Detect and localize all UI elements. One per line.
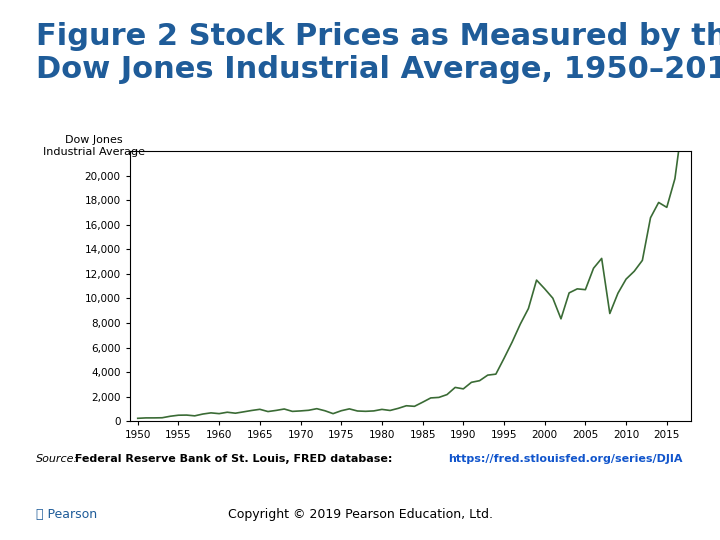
Text: https://fred.stlouisfed.org/series/DJIA: https://fred.stlouisfed.org/series/DJIA [448, 454, 683, 464]
Text: Copyright © 2019 Pearson Education, Ltd.: Copyright © 2019 Pearson Education, Ltd. [228, 508, 492, 522]
Text: Federal Reserve Bank of St. Louis, FRED database:: Federal Reserve Bank of St. Louis, FRED … [71, 454, 396, 464]
Text: Figure 2 Stock Prices as Measured by the
Dow Jones Industrial Average, 1950–2017: Figure 2 Stock Prices as Measured by the… [36, 22, 720, 84]
Text: Dow Jones
Industrial Average: Dow Jones Industrial Average [42, 135, 145, 157]
Text: Source:: Source: [36, 454, 78, 464]
Text: Ⓟ Pearson: Ⓟ Pearson [36, 508, 97, 522]
